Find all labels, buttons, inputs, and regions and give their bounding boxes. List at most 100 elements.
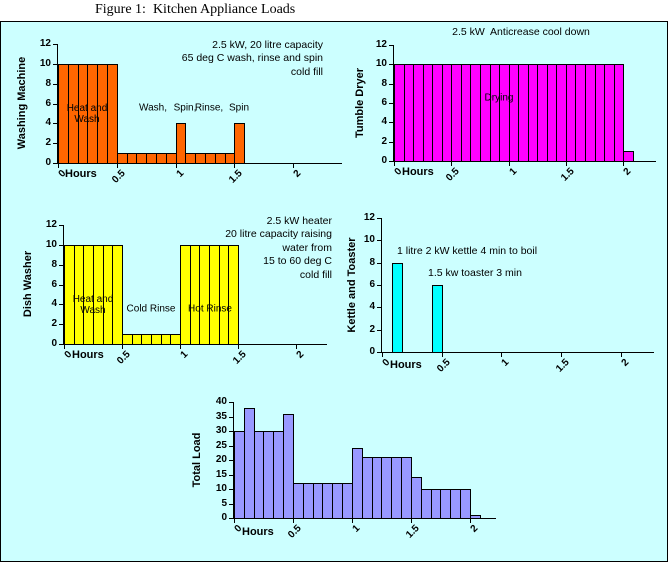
x-tick [411, 519, 412, 523]
bar-label-line: Heat and [66, 103, 108, 114]
bar-label-line: Rinse, [194, 102, 224, 114]
y-tick-label: 25 [215, 440, 227, 451]
y-tick [53, 84, 57, 85]
x-tick [180, 345, 181, 349]
bar-label: Heat and Wash [73, 294, 114, 316]
annotation-line: cold fill [290, 65, 323, 78]
y-tick [377, 330, 381, 331]
bar [614, 64, 624, 162]
figure-canvas: 0 2 4 6 8 10 12 0 0.5 1 1.5 2 Washing Machine Hours 2.… [0, 21, 668, 562]
x-tick [394, 162, 395, 166]
annotation-line: 2.5 kW Anticrease cool down [452, 26, 590, 38]
x-tick [561, 353, 562, 357]
x-axis-title: Hours [402, 166, 434, 178]
y-tick [59, 304, 63, 305]
washing-machine-chart: 0 2 4 6 8 10 12 0 0.5 1 1.5 2 Washing Machine Hours 2.… [1, 22, 667, 561]
bar-label-line: Cold Rinse [126, 303, 176, 315]
x-tick [501, 353, 502, 357]
y-tick [229, 446, 233, 447]
x-tick [623, 162, 624, 166]
y-tick-label: 5 [221, 498, 227, 509]
y-tick [389, 161, 393, 162]
y-axis-line [381, 218, 382, 353]
y-tick [389, 142, 393, 143]
y-tick-label: 0 [381, 155, 387, 166]
y-tick-label: 2 [369, 324, 375, 335]
x-tick [566, 162, 567, 166]
y-tick-label: 8 [369, 257, 375, 268]
y-tick-label: 12 [45, 219, 57, 230]
annotation-line: 2.5 kW, 20 litre capacity [212, 39, 323, 51]
y-tick [229, 417, 233, 418]
x-tick-label: 1 [351, 523, 363, 535]
x-tick [352, 519, 353, 523]
y-tick-label: 4 [369, 301, 375, 312]
bar-label-line: Wash [80, 305, 106, 316]
chart-annotation: 2.5 kW heater 20 litre capacity raising wa… [150, 215, 332, 282]
y-tick [229, 402, 233, 403]
annotation-line: 2.5 kW heater [266, 215, 332, 227]
y-tick-label: 6 [51, 279, 57, 290]
y-tick [377, 263, 381, 264]
bar-label-line: Wash, [139, 102, 167, 114]
bar-label: Spin, [174, 103, 197, 114]
y-tick-label: 0 [221, 512, 227, 523]
y-tick-label: 8 [381, 78, 387, 89]
annotation-line: 20 litre capacity raising [225, 228, 332, 241]
bar [392, 263, 403, 353]
tumble-dryer-chart: 0 2 4 6 8 10 12 0 0.5 1 1.5 2 Tumble Dryer Hours 2.5 k… [1, 22, 667, 561]
bar [112, 245, 123, 345]
bar-label: Spin [229, 103, 249, 114]
chart-annotation: 2.5 kW Anticrease cool down [401, 26, 641, 39]
chart-annotation: 1 litre 2 kW kettle 4 min to boil [397, 245, 617, 258]
bar [432, 285, 443, 353]
chart-annotation: 1.5 kw toaster 3 min [428, 267, 608, 280]
y-tick-label: 8 [51, 259, 57, 270]
annotation-line: 65 deg C wash, rinse and spin [181, 52, 323, 65]
y-tick [59, 285, 63, 286]
x-tick [451, 162, 452, 166]
y-tick [229, 504, 233, 505]
x-tick [296, 345, 297, 349]
bar-label-line: Drying [484, 92, 514, 104]
y-tick [53, 104, 57, 105]
bar [234, 123, 245, 164]
x-axis-title: Hours [65, 168, 97, 180]
bar-label: Drying [485, 93, 514, 104]
x-tick [122, 345, 123, 349]
x-tick [382, 353, 383, 357]
x-tick [293, 519, 294, 523]
y-axis-title: Total Load [191, 432, 203, 488]
x-axis-line [381, 352, 654, 353]
y-tick-label: 10 [39, 58, 51, 69]
x-axis-title: Hours [242, 526, 274, 538]
kettle-toaster-chart: 0 2 4 6 8 10 12 0 0.5 1 1.5 2 Kettle and Toaster Hour… [1, 22, 667, 561]
bar-label: Wash, [139, 103, 167, 114]
y-tick [389, 103, 393, 104]
bar [228, 245, 239, 345]
y-tick-label: 2 [51, 318, 57, 329]
x-tick [64, 345, 65, 349]
bar [283, 414, 294, 519]
y-tick-label: 4 [381, 116, 387, 127]
y-axis-line [393, 45, 394, 162]
bar-label: Rinse, [195, 103, 223, 114]
y-tick-label: 6 [45, 98, 51, 109]
bar-label: Heat and Wash [67, 103, 108, 125]
x-tick [238, 345, 239, 349]
y-tick-label: 6 [381, 97, 387, 108]
y-axis-line [233, 402, 234, 519]
bar [623, 151, 634, 162]
y-tick-label: 15 [215, 469, 227, 480]
x-axis-title: Hours [390, 359, 422, 371]
y-tick [59, 225, 63, 226]
y-tick-label: 0 [51, 338, 57, 349]
chart-annotation: 2.5 kW, 20 litre capacity 65 deg C wash, … [141, 39, 323, 79]
y-tick [377, 285, 381, 286]
y-tick [53, 44, 57, 45]
y-tick-label: 4 [51, 298, 57, 309]
y-tick [229, 431, 233, 432]
y-tick-label: 20 [215, 454, 227, 465]
y-tick-label: 10 [215, 483, 227, 494]
y-tick [59, 324, 63, 325]
